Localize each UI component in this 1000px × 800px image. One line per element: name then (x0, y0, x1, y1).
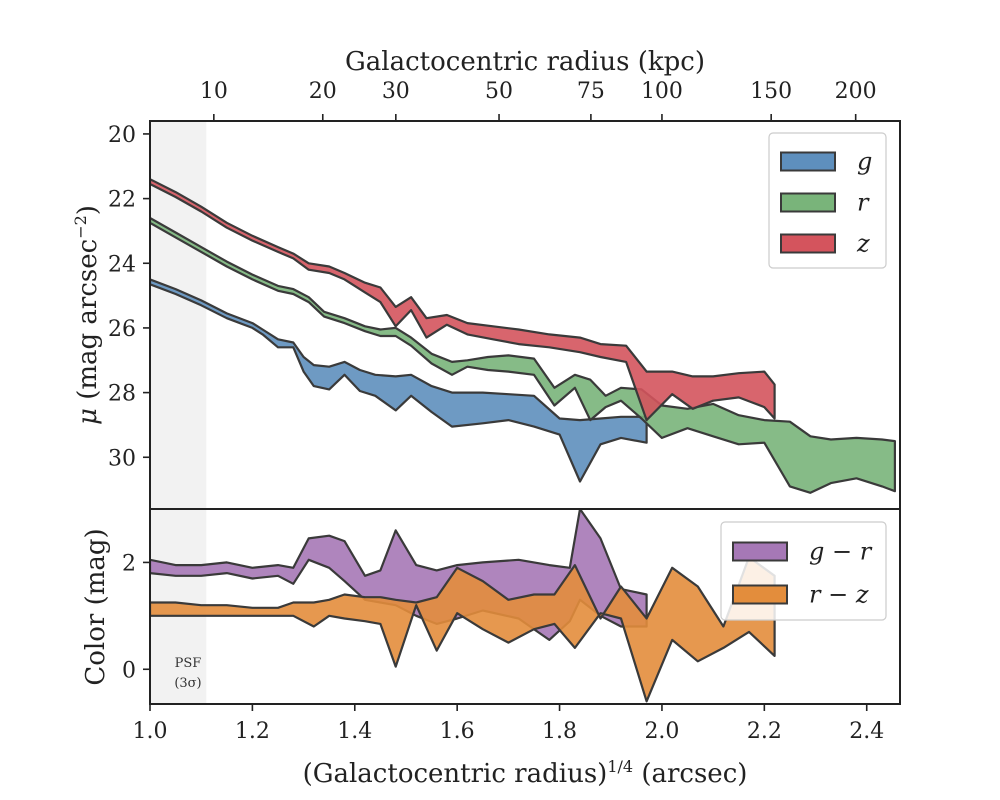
top-y-axis-units: (mag arcsec (73, 239, 103, 408)
bottom-x-tick-label: 1.6 (440, 719, 475, 744)
bottom-x-tick-label: 2.4 (849, 719, 884, 744)
top-y-tick-label: 22 (108, 188, 136, 213)
bottom-x-tick-label: 1.8 (542, 719, 577, 744)
legend-swatch (732, 541, 788, 562)
top-y-axis-exponent: −2 (71, 215, 90, 239)
bottom-x-tick-label: 1.0 (133, 719, 168, 744)
bottom-y-tick-label: 0 (122, 658, 136, 683)
top-panel: 10 20 30 50 75 100 150 200 20 22 24 26 28 30 Galacto… (71, 47, 901, 510)
band-rz (150, 555, 776, 703)
bottom-panel-frame (149, 508, 901, 705)
bottom-y-tick-label: 2 (122, 551, 136, 576)
top-x-tick-label: 30 (382, 79, 410, 104)
legend-label: g − r (809, 538, 873, 566)
top-y-tick-label: 26 (108, 317, 136, 342)
top-x-tick-label: 75 (577, 79, 605, 104)
legend-swatch (780, 192, 836, 213)
bottom-x-axis-title-main: (Galactocentric radius) (303, 759, 608, 789)
bottom-legend: g − r r − z (720, 521, 887, 621)
bottom-x-axis-title: (Galactocentric radius)1/4 (arcsec) (303, 757, 748, 789)
top-y-tick-label: 20 (108, 123, 136, 148)
psf-label-line1: PSF (175, 656, 202, 671)
psf-region-top (150, 121, 207, 509)
bottom-y-axis-title: Color (mag) (81, 528, 111, 685)
top-legend: grz (768, 132, 887, 269)
legend-label: r − z (809, 581, 869, 609)
top-x-tick-label: 10 (200, 79, 228, 104)
bottom-x-tick-label: 1.2 (235, 719, 270, 744)
top-x-tick-label: 150 (750, 79, 792, 104)
band-r (150, 216, 897, 494)
top-y-tick-label: 24 (108, 252, 136, 277)
top-y-axis-symbol: μ (73, 408, 103, 425)
top-y-axis-title: μ (mag arcsec−2) (71, 205, 103, 425)
top-x-tick-label: 20 (309, 79, 337, 104)
top-y-tick-label: 30 (108, 446, 136, 471)
top-y-axis-close: ) (73, 205, 103, 215)
bottom-panel: 1.0 1.2 1.4 1.6 1.8 2.0 2.2 2.4 0 2 PSF (3σ) Col… (81, 508, 901, 789)
bottom-x-tick-label: 2.2 (747, 719, 782, 744)
bottom-x-axis-title-exponent: 1/4 (607, 757, 633, 776)
top-x-tick-label: 50 (485, 79, 513, 104)
legend-swatch (780, 151, 836, 172)
legend-swatch (780, 233, 836, 254)
legend-label: z (856, 230, 870, 258)
top-x-tick-label: 100 (641, 79, 683, 104)
top-x-axis-title: Galactocentric radius (kpc) (345, 47, 705, 77)
bottom-x-tick-label: 1.4 (337, 719, 372, 744)
band-g (150, 278, 648, 483)
band-z (150, 178, 776, 422)
bottom-x-tick-label: 2.0 (644, 719, 679, 744)
psf-label-line2: (3σ) (174, 676, 201, 691)
bottom-x-axis-title-units: (arcsec) (633, 759, 747, 789)
legend-label: r (857, 189, 870, 217)
legend-label: g (857, 148, 872, 176)
top-y-tick-label: 28 (108, 382, 136, 407)
top-x-tick-label: 200 (835, 79, 877, 104)
legend-swatch (732, 584, 788, 605)
